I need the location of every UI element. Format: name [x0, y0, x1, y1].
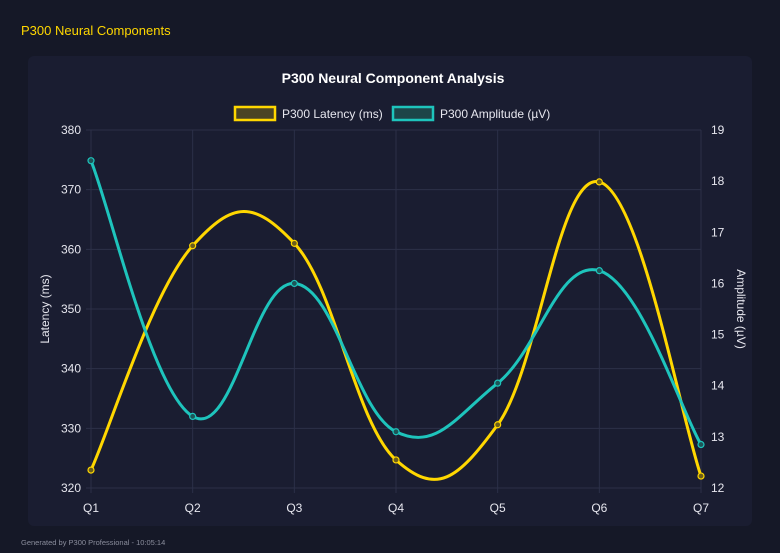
- y-right-tick-label: 19: [711, 123, 725, 137]
- legend-swatch-latency[interactable]: [233, 105, 277, 122]
- legend-label-amplitude[interactable]: P300 Amplitude (µV): [440, 107, 550, 121]
- data-point-latency: [697, 472, 705, 480]
- y-left-tick-label: 320: [61, 481, 81, 495]
- data-point-amplitude: [87, 157, 95, 165]
- y-left-tick-label: 380: [61, 123, 81, 137]
- y-right-tick-label: 18: [711, 174, 725, 188]
- data-point-latency: [87, 466, 95, 474]
- data-point-latency: [392, 456, 400, 464]
- x-tick-label: Q4: [388, 501, 404, 515]
- y-left-axis-label: Latency (ms): [38, 274, 52, 343]
- y-right-tick-label: 17: [711, 225, 725, 239]
- y-left-tick-label: 330: [61, 421, 81, 435]
- chart-title: P300 Neural Component Analysis: [282, 70, 505, 86]
- y-left-tick-label: 350: [61, 302, 81, 316]
- legend-label-latency[interactable]: P300 Latency (ms): [282, 107, 383, 121]
- y-left-tick-label: 370: [61, 183, 81, 197]
- y-right-tick-label: 16: [711, 276, 725, 290]
- data-point-latency: [189, 242, 197, 250]
- y-right-tick-label: 13: [711, 430, 725, 444]
- data-point-amplitude: [392, 428, 400, 436]
- x-tick-label: Q5: [490, 501, 506, 515]
- data-point-amplitude: [189, 412, 197, 420]
- data-point-latency: [494, 421, 502, 429]
- data-point-amplitude: [494, 379, 502, 387]
- page-header-title: P300 Neural Components: [21, 23, 171, 38]
- x-tick-label: Q6: [591, 501, 607, 515]
- data-point-amplitude: [697, 440, 705, 449]
- y-right-tick-label: 12: [711, 481, 725, 495]
- chart-card: [28, 56, 752, 526]
- x-tick-label: Q1: [83, 501, 99, 515]
- y-left-tick-label: 340: [61, 362, 81, 376]
- data-point-amplitude: [290, 279, 298, 288]
- data-point-latency: [290, 239, 298, 247]
- y-right-axis-label: Amplitude (µV): [734, 269, 748, 349]
- data-point-latency: [595, 178, 603, 186]
- legend-swatch-amplitude[interactable]: [391, 105, 435, 122]
- footer-text: Generated by P300 Professional - 10:05:1…: [21, 538, 166, 547]
- x-tick-label: Q3: [286, 501, 302, 515]
- data-point-amplitude: [595, 267, 603, 275]
- x-tick-label: Q7: [693, 501, 709, 515]
- y-right-tick-label: 14: [711, 379, 725, 393]
- y-right-tick-label: 15: [711, 328, 725, 342]
- x-tick-label: Q2: [185, 501, 201, 515]
- y-left-tick-label: 360: [61, 242, 81, 256]
